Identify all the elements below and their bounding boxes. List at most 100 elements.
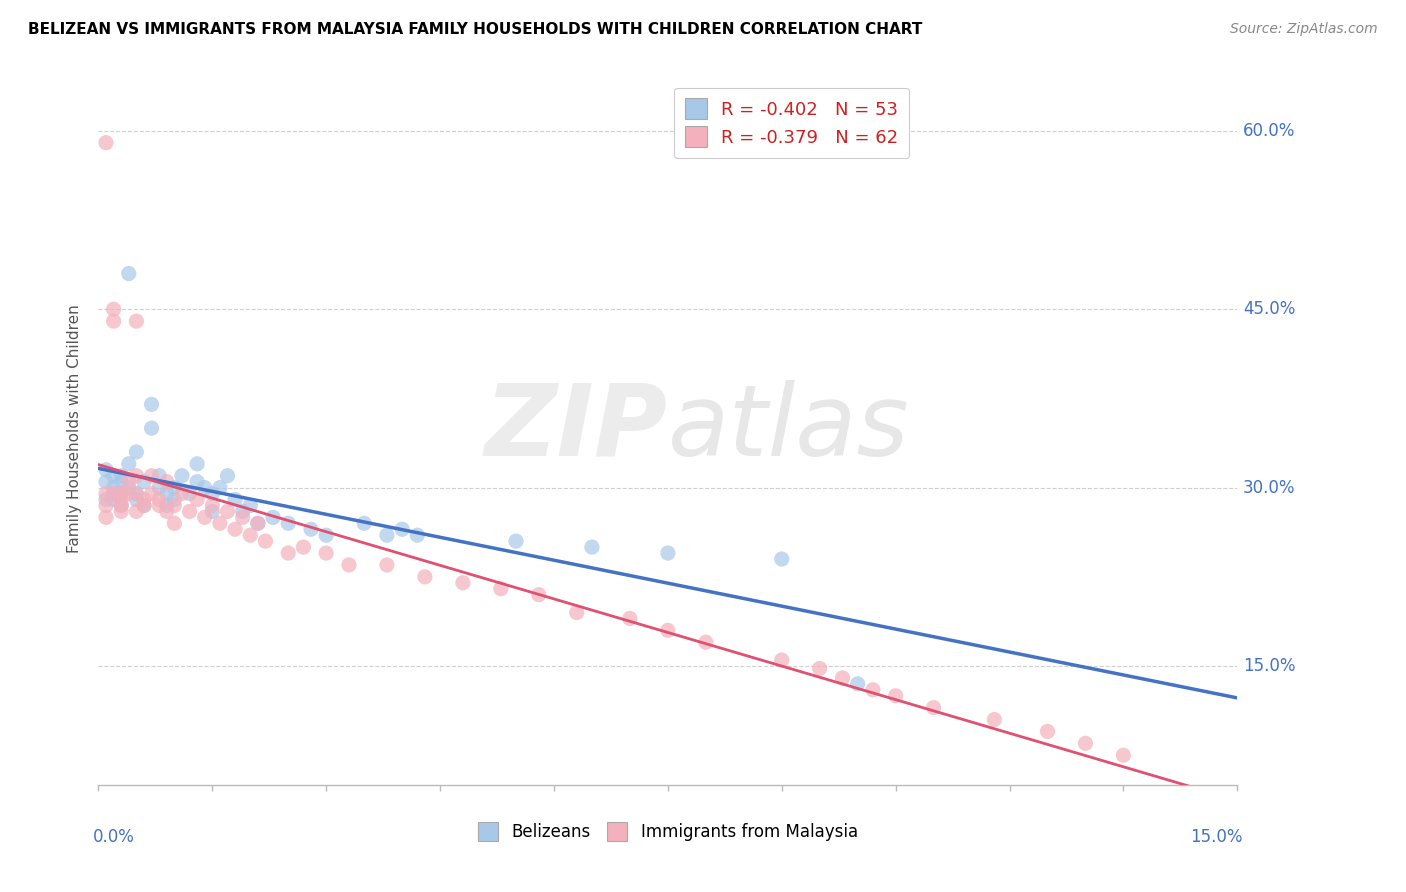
Point xyxy=(125,486,148,500)
Point xyxy=(246,516,269,531)
Point xyxy=(132,475,155,489)
Point xyxy=(808,661,831,675)
Point xyxy=(125,314,148,328)
Point xyxy=(179,504,201,518)
Point xyxy=(118,475,141,489)
Point xyxy=(179,486,201,500)
Point xyxy=(156,475,179,489)
Point xyxy=(163,481,186,495)
Text: ZIP: ZIP xyxy=(485,380,668,476)
Point xyxy=(186,492,208,507)
Point xyxy=(657,624,679,638)
Point xyxy=(103,468,125,483)
Point xyxy=(125,468,148,483)
Text: BELIZEAN VS IMMIGRANTS FROM MALAYSIA FAMILY HOUSEHOLDS WITH CHILDREN CORRELATION: BELIZEAN VS IMMIGRANTS FROM MALAYSIA FAM… xyxy=(28,22,922,37)
Point xyxy=(94,510,117,524)
Point xyxy=(277,546,299,560)
Point xyxy=(110,504,132,518)
Point xyxy=(194,510,217,524)
Point xyxy=(103,314,125,328)
Point xyxy=(353,516,375,531)
Point xyxy=(125,492,148,507)
Point xyxy=(208,481,231,495)
Point xyxy=(657,546,679,560)
Point xyxy=(224,492,246,507)
Point xyxy=(239,528,262,542)
Point xyxy=(110,499,132,513)
Point xyxy=(505,534,527,549)
Point xyxy=(262,510,284,524)
Point xyxy=(110,492,132,507)
Point xyxy=(292,540,315,554)
Point xyxy=(224,522,246,536)
Point xyxy=(770,552,793,566)
Point xyxy=(186,475,208,489)
Point xyxy=(527,588,550,602)
Point xyxy=(846,677,869,691)
Point xyxy=(254,534,277,549)
Point xyxy=(565,606,588,620)
Point xyxy=(695,635,717,649)
Point xyxy=(118,481,141,495)
Point xyxy=(1074,736,1097,750)
Point xyxy=(103,486,125,500)
Point xyxy=(156,499,179,513)
Point xyxy=(451,575,474,590)
Point xyxy=(103,302,125,317)
Point xyxy=(148,468,170,483)
Point xyxy=(94,136,117,150)
Point xyxy=(125,445,148,459)
Point xyxy=(239,499,262,513)
Text: 0.0%: 0.0% xyxy=(93,828,135,846)
Point xyxy=(1112,748,1135,763)
Point xyxy=(375,528,398,542)
Point xyxy=(983,713,1005,727)
Point xyxy=(186,457,208,471)
Point xyxy=(118,267,141,281)
Point xyxy=(110,486,132,500)
Point xyxy=(1036,724,1059,739)
Text: atlas: atlas xyxy=(668,380,910,476)
Point xyxy=(94,492,117,507)
Text: 45.0%: 45.0% xyxy=(1243,301,1295,318)
Point xyxy=(156,504,179,518)
Point xyxy=(156,486,179,500)
Legend: Belizeans, Immigrants from Malaysia: Belizeans, Immigrants from Malaysia xyxy=(471,815,865,848)
Point xyxy=(148,492,170,507)
Text: 15.0%: 15.0% xyxy=(1191,828,1243,846)
Point xyxy=(141,486,163,500)
Point xyxy=(110,475,132,489)
Point xyxy=(170,468,193,483)
Point xyxy=(110,468,132,483)
Text: Source: ZipAtlas.com: Source: ZipAtlas.com xyxy=(1230,22,1378,37)
Point xyxy=(163,516,186,531)
Point xyxy=(103,486,125,500)
Point xyxy=(217,468,239,483)
Point xyxy=(770,653,793,667)
Point xyxy=(148,499,170,513)
Point xyxy=(132,499,155,513)
Point xyxy=(148,481,170,495)
Point xyxy=(125,486,148,500)
Point xyxy=(103,481,125,495)
Point xyxy=(132,492,155,507)
Point xyxy=(201,499,224,513)
Point xyxy=(862,682,884,697)
Point xyxy=(406,528,429,542)
Point xyxy=(163,499,186,513)
Text: 15.0%: 15.0% xyxy=(1243,657,1295,675)
Point xyxy=(315,528,337,542)
Point xyxy=(110,499,132,513)
Point xyxy=(110,486,132,500)
Point xyxy=(94,475,117,489)
Point xyxy=(884,689,907,703)
Point xyxy=(201,504,224,518)
Point xyxy=(413,570,436,584)
Point xyxy=(208,516,231,531)
Point xyxy=(232,510,254,524)
Point xyxy=(299,522,322,536)
Point xyxy=(141,468,163,483)
Point xyxy=(125,504,148,518)
Point xyxy=(581,540,603,554)
Point xyxy=(831,671,853,685)
